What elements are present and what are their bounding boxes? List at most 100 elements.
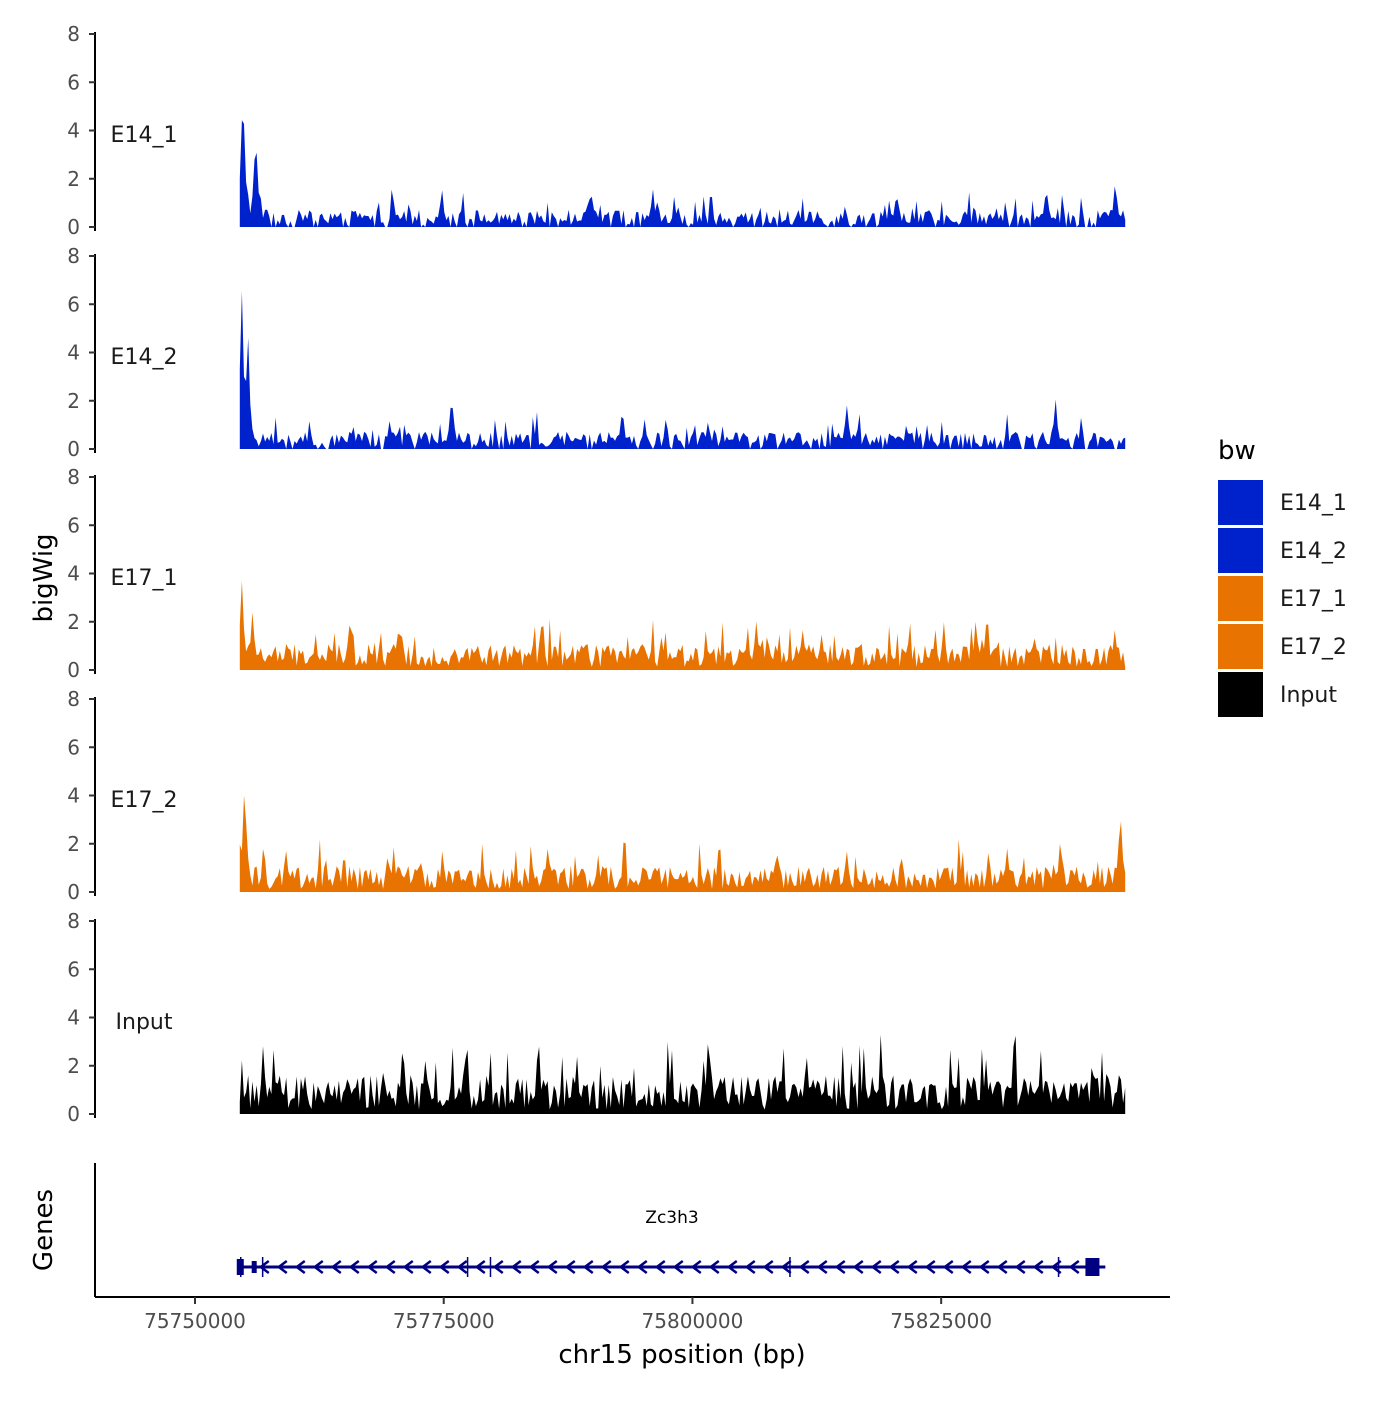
coverage-area <box>239 291 1126 449</box>
strand-arrow <box>726 1260 738 1274</box>
y-axis-title: bigWig <box>29 533 59 622</box>
y-tick-label: 4 <box>67 562 80 586</box>
x-tick-label: 75775000 <box>393 1309 495 1333</box>
y-tick-label: 2 <box>67 610 80 634</box>
x-axis-title: chr15 position (bp) <box>558 1340 805 1370</box>
coverage-area <box>239 580 1126 670</box>
y-tick-label: 4 <box>67 341 80 365</box>
strand-arrow <box>762 1260 774 1274</box>
legend-swatch <box>1218 624 1263 669</box>
strand-arrow <box>456 1260 468 1274</box>
exon-box <box>251 1261 257 1273</box>
strand-arrow <box>816 1260 828 1274</box>
strand-arrow <box>690 1260 702 1274</box>
y-tick-label: 6 <box>67 70 80 94</box>
exon-box <box>236 1259 244 1275</box>
track-label: E17_1 <box>111 566 178 591</box>
y-tick-label: 6 <box>67 513 80 537</box>
strand-arrow <box>582 1260 594 1274</box>
strand-arrow <box>942 1260 954 1274</box>
y-tick-label: 2 <box>67 1054 80 1078</box>
exon-box <box>1085 1258 1100 1276</box>
legend-label: E14_1 <box>1280 491 1347 516</box>
strand-arrow <box>996 1260 1008 1274</box>
strand-arrow <box>420 1260 432 1274</box>
strand-arrow <box>636 1260 648 1274</box>
strand-arrow <box>1032 1260 1044 1274</box>
legend-label: E17_1 <box>1280 587 1347 612</box>
y-tick-label: 8 <box>67 909 80 933</box>
coverage-area <box>239 795 1126 892</box>
strand-arrow <box>348 1260 360 1274</box>
strand-arrow <box>960 1260 972 1274</box>
track-label: E17_2 <box>111 788 178 813</box>
legend-swatch <box>1218 528 1263 573</box>
y-tick-label: 6 <box>67 735 80 759</box>
track-label: E14_1 <box>111 123 178 148</box>
strand-arrow <box>1068 1260 1080 1274</box>
strand-arrow <box>366 1260 378 1274</box>
legend: bw E14_1 E14_2 E17_1 E17_2 Input <box>1218 436 1347 717</box>
strand-arrow <box>492 1260 504 1274</box>
strand-arrow <box>402 1260 414 1274</box>
y-tick-label: 8 <box>67 244 80 268</box>
strand-arrow <box>798 1260 810 1274</box>
strand-arrow <box>978 1260 990 1274</box>
strand-arrow <box>672 1260 684 1274</box>
gene-name-label: Zc3h3 <box>645 1208 698 1228</box>
strand-arrow <box>1014 1260 1026 1274</box>
coverage-area <box>239 120 1126 227</box>
strand-arrow <box>330 1260 342 1274</box>
track-label: E14_2 <box>111 345 178 370</box>
y-tick-label: 0 <box>67 658 80 682</box>
track-e14-2: 0 2 4 6 8 E14_2 <box>67 244 1126 461</box>
track-label: Input <box>116 1010 173 1035</box>
track-input: 0 2 4 6 8 Input <box>67 909 1126 1126</box>
y-tick-label: 0 <box>67 880 80 904</box>
y-tick-label: 2 <box>67 832 80 856</box>
y-tick-label: 6 <box>67 957 80 981</box>
strand-arrow <box>708 1260 720 1274</box>
y-tick-label: 8 <box>67 22 80 46</box>
y-tick-label: 2 <box>67 389 80 413</box>
y-tick-label: 4 <box>67 119 80 143</box>
strand-arrow <box>546 1260 558 1274</box>
strand-arrow <box>510 1260 522 1274</box>
strand-arrow <box>312 1260 324 1274</box>
legend-label: E17_2 <box>1280 635 1347 660</box>
track-e17-1: 0 2 4 6 8 E17_1 <box>67 465 1126 682</box>
y-tick-label: 0 <box>67 1102 80 1126</box>
strand-arrow <box>888 1260 900 1274</box>
strand-arrow <box>384 1260 396 1274</box>
strand-arrow <box>276 1260 288 1274</box>
strand-arrow <box>258 1260 270 1274</box>
strand-arrow <box>600 1260 612 1274</box>
gene-track: Genes Zc3h3 <box>29 1163 1106 1297</box>
legend-swatch <box>1218 672 1263 717</box>
y-tick-label: 6 <box>67 292 80 316</box>
strand-arrow <box>474 1260 486 1274</box>
y-tick-label: 0 <box>67 437 80 461</box>
genes-axis-title: Genes <box>29 1189 59 1271</box>
strand-arrow <box>618 1260 630 1274</box>
y-tick-label: 4 <box>67 1006 80 1030</box>
y-tick-label: 8 <box>67 687 80 711</box>
x-tick-label: 75825000 <box>890 1309 992 1333</box>
strand-arrow <box>780 1260 792 1274</box>
x-tick-label: 75750000 <box>144 1309 246 1333</box>
strand-arrow <box>564 1260 576 1274</box>
strand-arrow <box>744 1260 756 1274</box>
strand-arrow <box>870 1260 882 1274</box>
legend-label: Input <box>1280 683 1337 708</box>
strand-arrow <box>852 1260 864 1274</box>
strand-arrow <box>906 1260 918 1274</box>
x-axis: chr15 position (bp) 75750000 75775000 7580… <box>95 1296 1170 1370</box>
y-tick-label: 2 <box>67 167 80 191</box>
strand-arrow <box>438 1260 450 1274</box>
x-tick-label: 75800000 <box>642 1309 744 1333</box>
strand-arrow <box>834 1260 846 1274</box>
strand-arrow <box>528 1260 540 1274</box>
strand-arrow <box>654 1260 666 1274</box>
